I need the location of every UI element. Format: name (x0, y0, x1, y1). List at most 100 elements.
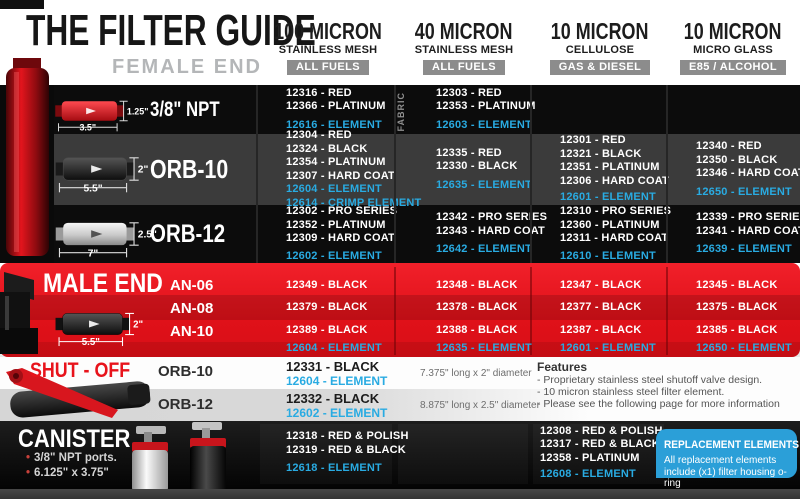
npt-filter-diagram: 1.25" 3.5" (55, 100, 148, 133)
dim-height: 2.5" (138, 230, 157, 241)
column-micron: 10 MICRON (551, 18, 649, 44)
features-block: Features - Proprietary stainless steel s… (537, 360, 780, 410)
cell-an08-40micron: 12378 - BLACK (436, 301, 518, 314)
part-number: 12324 - BLACK (286, 142, 368, 155)
dim-width: 3.5" (79, 123, 96, 133)
red-filter-photo (6, 58, 49, 256)
part-number: 12301 - RED (560, 134, 626, 147)
cell-orb10-40micron: 12335 - RED 12330 - BLACK 12635 - ELEMEN… (408, 134, 542, 205)
cell-an10-100micron: 12389 - BLACK (286, 324, 368, 337)
part-number: 12317 - RED & BLACK (540, 438, 660, 450)
element-number: 12601 - ELEMENT (560, 191, 656, 204)
column-micron: 10 MICRON (684, 18, 782, 44)
column-header-40-micron: 40 MICRON STAINLESS MESH ALL FUELS (395, 20, 533, 75)
aeromotive-logo-mark (86, 107, 96, 115)
part-number: 12366 - PLATINUM (286, 100, 386, 113)
part-number: 12341 - HARD COAT (696, 224, 800, 237)
part-number: 12318 - RED & POLISH (286, 430, 409, 443)
dim-height: 2" (133, 320, 143, 331)
element-number: 12603 - ELEMENT (436, 118, 532, 131)
element-number: 12604 - ELEMENT (286, 183, 382, 195)
female-end-label: FEMALE END (112, 56, 262, 78)
feature-item: - 10 micron stainless steel filter eleme… (537, 386, 725, 398)
shut-off-title: SHUT - OFF (30, 359, 131, 382)
element-number: 12614 - CRIMP ELEMENT (286, 196, 422, 209)
part-number: 12360 - PLATINUM (560, 218, 660, 231)
part-number: 12321 - BLACK (560, 147, 642, 160)
dim-width: 5.5" (82, 337, 100, 348)
cell-an06-microglass: 12345 - BLACK (696, 279, 778, 292)
cell-orb10-100micron: 12304 - RED 12324 - BLACK 12354 - PLATIN… (258, 129, 421, 209)
column-media: MICRO GLASS (693, 44, 773, 56)
part-number: 12343 - HARD COAT (436, 224, 545, 237)
cell-elements-40micron: 12635 - ELEMENT (436, 342, 532, 355)
row-label-an08: AN-08 (170, 300, 214, 317)
shutoff-orb10-dimensions: 7.375" long x 2" diameter (420, 367, 532, 379)
element-number: 12602 - ELEMENT (286, 405, 388, 420)
row-label-npt: 3/8" NPT (150, 97, 220, 121)
male-end-title: MALE END (43, 268, 163, 298)
orb10-filter-diagram: 2" 5.5" (55, 157, 149, 194)
column-media: CELLULOSE (565, 44, 635, 56)
element-number: 12610 - ELEMENT (560, 249, 656, 262)
orb12-filter-diagram: 2.5" 7" (55, 222, 157, 259)
corner-decoration (0, 0, 44, 9)
element-number: 12616 - ELEMENT (286, 118, 382, 131)
part-number: 12307 - HARD COAT (286, 169, 395, 182)
replacement-elements-callout: REPLACEMENT ELEMENTS All replacement ele… (656, 429, 799, 489)
part-number: 12310 - PRO SERIES (560, 205, 672, 217)
features-title: Features (537, 360, 588, 374)
column-divider (530, 267, 532, 355)
part-number: 12354 - PLATINUM (286, 156, 386, 168)
column-media: STAINLESS MESH (414, 44, 514, 56)
row-label-shutoff-orb12: ORB-12 (158, 396, 214, 413)
part-number: 12351 - PLATINUM (560, 161, 660, 174)
bullet-dot: • (26, 452, 31, 464)
cell-shutoff-orb10: 12331 - BLACK 12604 - ELEMENT (286, 357, 387, 389)
callout-title: REPLACEMENT ELEMENTS (664, 439, 799, 451)
part-number: 12319 - RED & BLACK (286, 443, 406, 456)
column-divider (666, 85, 668, 263)
an-fitting-photo (0, 272, 38, 354)
cell-shutoff-orb12: 12332 - BLACK 12602 - ELEMENT (286, 389, 387, 421)
cell-orb12-100micron: 12302 - PRO SERIES 12352 - PLATINUM 1230… (258, 205, 397, 263)
column-divider (394, 85, 396, 263)
part-number: 12350 - BLACK (696, 153, 778, 166)
cell-npt-100micron: 12316 - RED 12366 - PLATINUM 12616 - ELE… (258, 85, 392, 134)
part-number: 12335 - RED (436, 146, 502, 159)
column-micron: 100 MICRON (274, 18, 382, 44)
column-micron: 40 MICRON (415, 18, 513, 44)
column-header-10-micron-micro-glass: 10 MICRON MICRO GLASS E85 / ALCOHOL (664, 20, 800, 75)
part-number: 12311 - HARD COAT (560, 232, 669, 244)
fabric-note: FABRIC (396, 92, 406, 132)
fuel-badge: ALL FUELS (423, 60, 505, 75)
cell-npt-40micron: 12303 - RED 12353 - PLATINUM 12603 - ELE… (408, 85, 542, 134)
cell-an10-40micron: 12388 - BLACK (436, 324, 518, 337)
dim-width: 7" (88, 248, 99, 259)
fuel-badge: E85 / ALCOHOL (680, 60, 786, 75)
bullet-dot: • (26, 467, 31, 479)
cell-orb12-40micron: 12342 - PRO SERIES 12343 - HARD COAT 126… (408, 205, 547, 263)
element-number: 12618 - ELEMENT (286, 462, 382, 475)
cell-orb10-microglass: 12340 - RED 12350 - BLACK 12346 - HARD C… (668, 134, 800, 205)
cell-canister-cellulose: 12308 - RED & POLISH 12317 - RED & BLACK… (540, 422, 663, 484)
shutoff-orb12-dimensions: 8.875" long x 2.5" diameter (420, 399, 540, 411)
aeromotive-logo-mark (91, 165, 103, 173)
aeromotive-logo-mark (89, 320, 100, 328)
cell-orb12-cellulose: 12310 - PRO SERIES 12360 - PLATINUM 1231… (532, 205, 672, 263)
row-label-shutoff-orb10: ORB-10 (158, 363, 214, 380)
cell-an10-microglass: 12385 - BLACK (696, 324, 778, 337)
callout-body: All replacement elements include (x1) fi… (664, 455, 787, 489)
dim-width: 5.5" (83, 183, 102, 194)
part-number: 12353 - PLATINUM (436, 100, 536, 113)
element-number: 12608 - ELEMENT (540, 468, 636, 480)
feature-item: - Proprietary stainless steel shutoff va… (537, 374, 763, 386)
row-label-orb10: ORB-10 (150, 154, 229, 184)
element-number: 12642 - ELEMENT (436, 243, 532, 256)
row-label-an10: AN-10 (170, 323, 214, 340)
row-stripe-elements (0, 342, 800, 357)
canister-bullet: • 6.125" x 3.75" (26, 467, 109, 479)
part-number: 12340 - RED (696, 140, 762, 152)
dim-height: 2" (138, 165, 149, 176)
